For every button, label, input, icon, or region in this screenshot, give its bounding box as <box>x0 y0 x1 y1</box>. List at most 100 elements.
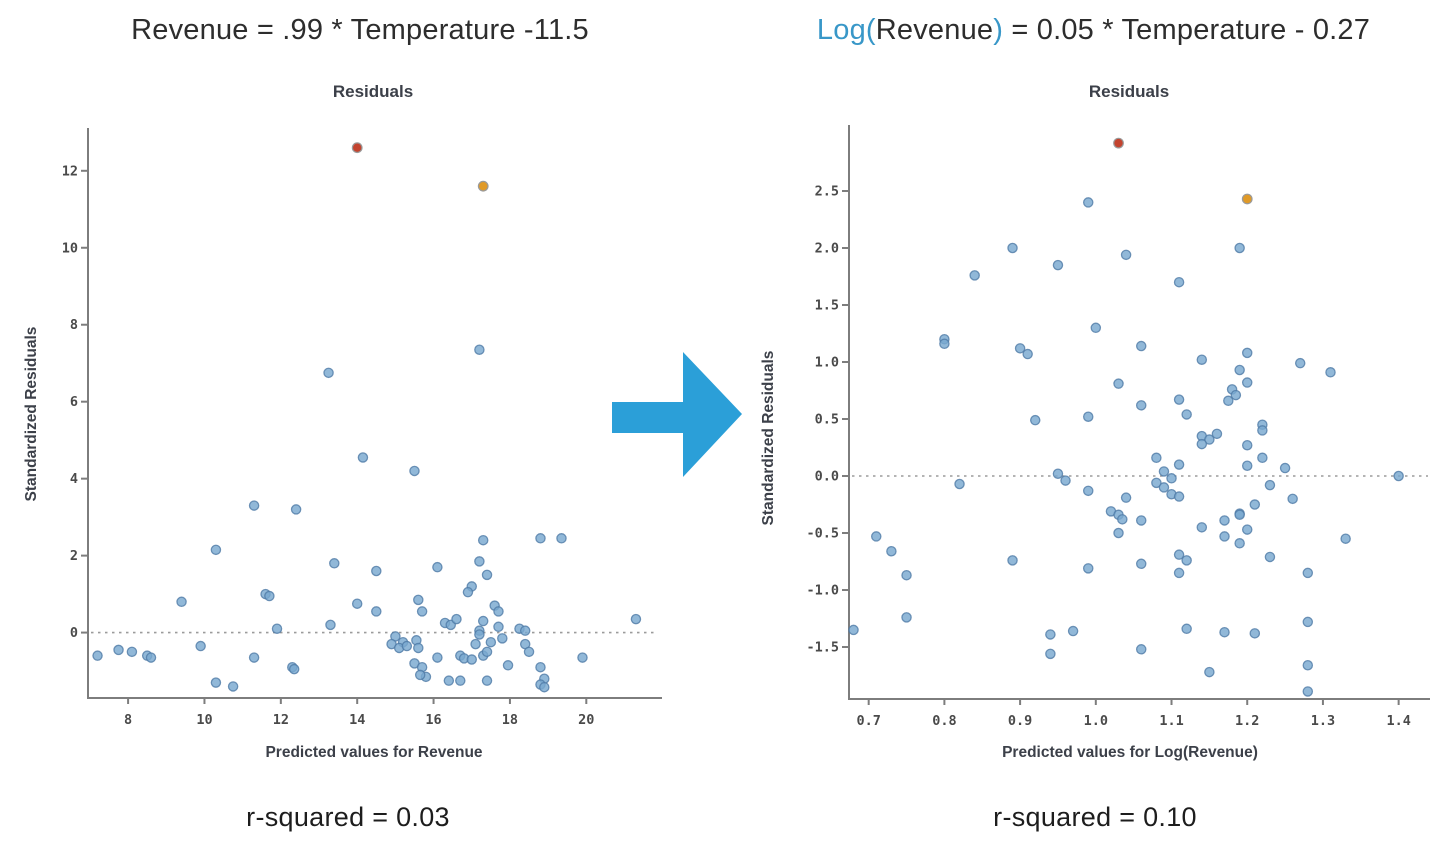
data-point <box>556 533 567 544</box>
data-point <box>414 669 426 681</box>
data-point <box>1090 322 1102 334</box>
data-point <box>1120 249 1132 261</box>
data-point <box>1241 377 1253 388</box>
data-point <box>1204 666 1215 678</box>
data-point <box>481 675 493 686</box>
data-point <box>1264 479 1276 491</box>
data-point <box>1302 660 1314 671</box>
data-point <box>1196 438 1208 450</box>
data-point <box>1223 395 1234 407</box>
y-tick-label: -1.5 <box>806 640 839 656</box>
data-point <box>1219 515 1230 526</box>
data-point <box>1158 482 1170 493</box>
data-point <box>502 660 514 671</box>
data-point <box>113 644 124 656</box>
right-x-axis-label: Predicted values for Log(Revenue) <box>1002 744 1258 761</box>
data-point <box>519 625 531 636</box>
data-point <box>443 675 455 686</box>
data-point <box>409 465 420 477</box>
data-point <box>1393 470 1404 482</box>
data-point <box>1060 475 1071 486</box>
data-point <box>1052 259 1064 271</box>
data-point <box>1257 425 1268 436</box>
data-point <box>1082 197 1094 208</box>
data-point <box>1151 452 1162 464</box>
data-point <box>901 569 912 581</box>
left-x-axis-label: Predicted values for Revenue <box>265 744 483 761</box>
data-point <box>371 565 382 577</box>
data-point <box>1173 394 1185 405</box>
data-point <box>1230 389 1242 401</box>
axis-line <box>848 125 1430 700</box>
data-point <box>1173 491 1185 502</box>
y-tick-label: 6 <box>70 394 78 410</box>
data-point <box>1181 409 1192 420</box>
left-plot-title: Residuals <box>332 82 414 101</box>
data-point <box>371 606 382 617</box>
x-tick-label: 18 <box>502 712 518 728</box>
axis-line <box>87 128 662 699</box>
data-point <box>1287 493 1298 505</box>
left-equation-title: Revenue = .99 * Temperature -11.5 <box>95 8 625 52</box>
y-tick-label: 4 <box>70 471 78 487</box>
data-point <box>1135 515 1147 526</box>
data-point <box>1325 367 1336 378</box>
data-point <box>455 675 466 686</box>
data-point <box>535 661 546 673</box>
data-point <box>248 500 260 511</box>
data-point <box>1249 499 1261 510</box>
data-point <box>195 640 206 652</box>
y-tick-label: 8 <box>70 317 78 333</box>
data-point <box>1249 628 1261 639</box>
data-point <box>1007 555 1018 566</box>
y-tick-label: 0.5 <box>815 412 839 428</box>
y-tick-label: 0.0 <box>815 469 839 485</box>
y-tick-label: 2 <box>70 548 78 564</box>
x-tick-label: 1.1 <box>1159 713 1183 729</box>
left-r-squared-caption: r-squared = 0.03 <box>246 802 450 832</box>
y-tick-label: 12 <box>62 163 78 179</box>
data-point <box>210 544 222 556</box>
data-point <box>1196 522 1208 533</box>
data-point <box>1135 400 1147 411</box>
data-point <box>493 621 504 633</box>
data-point <box>969 270 980 281</box>
data-point <box>901 612 912 623</box>
data-point <box>577 652 588 663</box>
data-point <box>451 613 462 625</box>
data-point <box>497 633 508 644</box>
outlier-point <box>351 142 363 154</box>
data-point <box>477 534 489 546</box>
data-point <box>227 681 239 692</box>
right-equation-title: Log(Revenue) = 0.05 * Temperature - 0.27 <box>753 8 1434 52</box>
data-point <box>1241 460 1253 472</box>
data-point <box>466 654 478 665</box>
right-residual-scatter: 0.7 0.8 0.9 1.0 1.1 1.2 1.3 1.4 2.5 2.0 1.5 1.0 0.5 0… <box>806 125 1430 729</box>
data-point <box>1234 509 1245 521</box>
x-tick-label: 0.8 <box>932 713 956 729</box>
data-point <box>539 681 550 693</box>
data-point <box>1264 551 1276 563</box>
x-tick-label: 12 <box>273 712 289 728</box>
data-point <box>485 636 497 648</box>
transform-arrow-icon <box>612 352 742 477</box>
data-point <box>1120 492 1132 503</box>
data-point <box>1294 357 1306 369</box>
data-point <box>871 531 882 542</box>
data-point <box>1135 558 1147 570</box>
data-point <box>176 596 187 608</box>
data-point <box>1302 686 1314 697</box>
data-point <box>1173 567 1185 579</box>
data-point <box>351 598 363 609</box>
x-tick-label: 1.4 <box>1386 713 1410 729</box>
equation-segment: Revenue = .99 * Temperature -11.5 <box>131 14 589 46</box>
outlier-point <box>1241 193 1253 205</box>
data-point <box>1219 626 1230 638</box>
data-point <box>1181 623 1192 635</box>
data-point <box>523 646 535 658</box>
data-point <box>413 594 424 606</box>
data-point <box>470 638 481 650</box>
x-tick-label: 0.9 <box>1008 713 1032 729</box>
data-point <box>357 452 369 463</box>
